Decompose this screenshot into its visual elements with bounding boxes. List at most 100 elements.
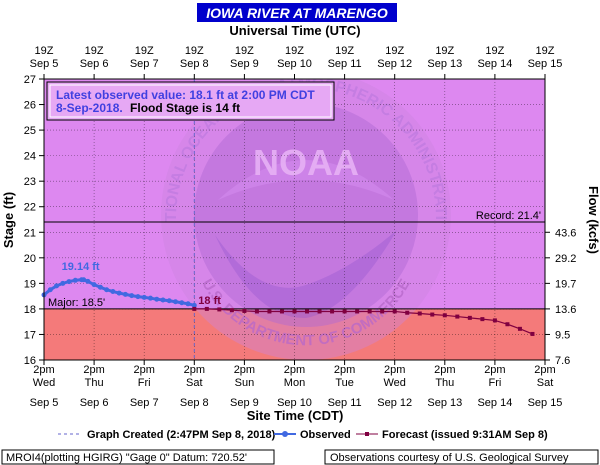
top-tick-date: Sep 13: [427, 58, 462, 70]
y-tick-label: 16: [24, 355, 36, 367]
forecast-point: [217, 307, 222, 312]
forecast-point: [480, 317, 485, 322]
bottom-tick-time: 2pm: [33, 364, 54, 376]
bottom-tick-time: 2pm: [83, 364, 104, 376]
title-banner: [197, 3, 397, 22]
bottom-tick-time: 2pm: [534, 364, 555, 376]
observed-point: [47, 287, 53, 293]
bottom-tick-day: Sun: [235, 377, 255, 389]
bottom-tick-time: 2pm: [184, 364, 205, 376]
observed-point: [154, 296, 160, 302]
observed-point: [81, 277, 87, 283]
top-tick-utc: 19Z: [536, 45, 555, 57]
top-tick-date: Sep 9: [230, 58, 259, 70]
top-tick-utc: 19Z: [335, 45, 354, 57]
footer-right-box: [324, 449, 599, 465]
top-tick-utc: 19Z: [35, 45, 54, 57]
flow-tick-label: 9.5: [555, 329, 570, 341]
bottom-tick-time: 2pm: [434, 364, 455, 376]
observed-point: [60, 280, 66, 286]
bottom-tick-day: Sat: [537, 377, 554, 389]
bottom-axis-label: Site Time (CDT): [247, 408, 344, 423]
forecast-point: [505, 322, 510, 327]
top-tick-date: Sep 15: [528, 58, 563, 70]
top-tick-utc: 19Z: [485, 45, 504, 57]
bottom-tick-day: Mon: [284, 377, 305, 389]
observed-point: [166, 298, 172, 304]
observed-point: [173, 299, 179, 305]
top-axis-label: Universal Time (UTC): [229, 23, 360, 38]
record-label: Record: 21.4': [476, 210, 541, 222]
bottom-tick-date: Sep 9: [230, 397, 259, 409]
bottom-tick-time: 2pm: [234, 364, 255, 376]
chart-title: IOWA RIVER AT MARENGO: [206, 5, 388, 21]
forecast-point: [442, 313, 447, 318]
bottom-tick-day: Sat: [186, 377, 203, 389]
top-tick-utc: 19Z: [135, 45, 154, 57]
forecast-point: [254, 309, 259, 314]
bottom-tick-day: Fri: [488, 377, 501, 389]
top-tick-date: Sep 12: [377, 58, 412, 70]
observed-point: [72, 277, 78, 283]
info-line-1: Latest observed value: 18.1 ft at 2:00 P…: [56, 88, 315, 102]
observed-point: [91, 282, 97, 288]
y-tick-label: 21: [24, 227, 36, 239]
major-label: Major: 18.5': [48, 297, 105, 309]
forecast-point: [517, 326, 522, 331]
top-tick-utc: 19Z: [385, 45, 404, 57]
y-tick-label: 22: [24, 202, 36, 214]
bottom-tick-day: Tue: [335, 377, 354, 389]
observed-point: [97, 284, 103, 290]
top-tick-utc: 19Z: [435, 45, 454, 57]
footer-left: MROI4(plotting HGIRG) "Gage 0" Datum: 72…: [6, 452, 247, 464]
legend-forecast: Forecast (issued 9:31AM Sep 8): [382, 429, 548, 441]
bottom-tick-day: Wed: [33, 377, 55, 389]
forecast-point: [530, 331, 535, 336]
legend-created: Graph Created (2:47PM Sep 8, 2018): [87, 429, 276, 441]
y-tick-label: 27: [24, 74, 36, 86]
forecast-point: [342, 309, 347, 314]
forecast-point: [279, 309, 284, 314]
bottom-tick-time: 2pm: [284, 364, 305, 376]
bottom-tick-date: Sep 7: [130, 397, 159, 409]
bottom-tick-day: Wed: [383, 377, 405, 389]
bottom-tick-date: Sep 8: [180, 397, 209, 409]
bottom-tick-date: Sep 11: [328, 397, 362, 409]
top-tick-date: Sep 7: [130, 58, 159, 70]
observed-point: [116, 290, 122, 296]
bottom-tick-date: Sep 14: [477, 397, 512, 409]
top-tick-date: Sep 6: [80, 58, 109, 70]
legend-observed: Observed: [300, 429, 351, 441]
top-tick-date: Sep 5: [30, 58, 59, 70]
y-tick-label: 24: [24, 151, 36, 163]
bottom-tick-day: Thu: [435, 377, 454, 389]
flow-tick-label: 19.7: [555, 278, 576, 290]
observed-point: [135, 294, 141, 300]
bottom-tick-date: Sep 13: [427, 397, 462, 409]
bottom-tick-date: Sep 15: [528, 397, 563, 409]
forecast-point: [405, 310, 410, 315]
bottom-tick-date: Sep 6: [80, 397, 109, 409]
top-tick-utc: 19Z: [285, 45, 304, 57]
forecast-point: [455, 314, 460, 319]
flow-tick-label: 29.2: [555, 253, 576, 265]
forecast-point: [367, 309, 372, 314]
flow-tick-label: 7.6: [555, 355, 570, 367]
series-line-forecast: [194, 308, 533, 335]
forecast-point: [467, 315, 472, 320]
y-tick-label: 26: [24, 100, 36, 112]
flow-tick-label: 13.6: [555, 304, 576, 316]
footer-left-box: [1, 449, 275, 465]
info-date: 8-Sep-2018.: [56, 101, 123, 115]
observed-point: [147, 295, 153, 301]
forecast-point: [430, 312, 435, 317]
forecast-point: [392, 309, 397, 314]
bottom-tick-time: 2pm: [133, 364, 154, 376]
observed-point: [141, 294, 147, 300]
bottom-tick-time: 2pm: [334, 364, 355, 376]
forecast-point: [242, 308, 247, 313]
y-tick-label: 17: [24, 329, 36, 341]
info-box: Latest observed value: 18.1 ft at 2:00 P…: [46, 81, 335, 121]
observed-point: [85, 278, 91, 284]
bottom-tick-day: Fri: [138, 377, 151, 389]
